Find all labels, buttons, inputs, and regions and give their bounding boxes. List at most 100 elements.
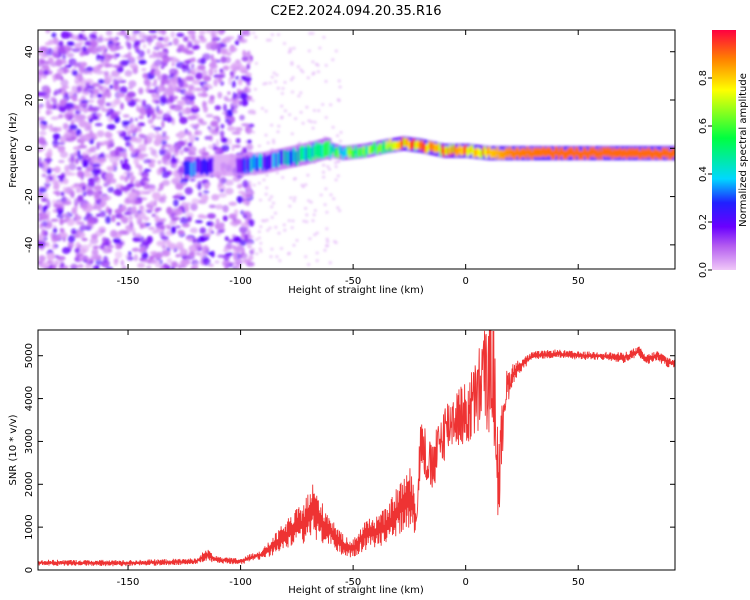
ridge-halo-cell (233, 154, 236, 176)
ridge-cell (526, 146, 529, 155)
noise-cell (105, 131, 111, 137)
noise-cell (202, 233, 212, 238)
noise-cell (105, 172, 114, 180)
noise-cell (107, 186, 115, 193)
noise-cell (76, 185, 80, 192)
noise-cell (52, 37, 59, 45)
ridge-cell (545, 148, 548, 157)
noise-cell (57, 115, 64, 119)
noise-cell (329, 103, 333, 107)
noise-cell (77, 264, 84, 269)
ridge-cell (573, 151, 576, 160)
ridge-cell (415, 140, 419, 149)
ridge-cell (672, 149, 675, 158)
ridge-cell (456, 147, 460, 156)
noise-cell (179, 216, 189, 224)
noise-cell (214, 69, 218, 74)
noise-cell (124, 70, 133, 77)
noise-cell (176, 48, 183, 53)
noise-cell (215, 204, 224, 210)
noise-cell (187, 236, 194, 243)
noise-cell (142, 43, 147, 49)
noise-cell (170, 213, 175, 219)
noise-cell (127, 130, 131, 137)
noise-cell (52, 133, 61, 140)
ridge-cell (354, 145, 357, 155)
ridge-cell (658, 151, 661, 160)
noise-cell (54, 166, 61, 174)
noise-cell (270, 205, 274, 209)
noise-cell (46, 200, 51, 209)
noise-cell (166, 206, 173, 215)
noise-cell (162, 55, 171, 64)
ridge-cell (291, 148, 294, 164)
noise-cell (208, 68, 214, 77)
noise-cell (315, 251, 319, 255)
noise-cell (38, 46, 48, 53)
noise-cell (255, 252, 259, 256)
noise-cell (66, 52, 75, 58)
noise-cell (129, 171, 134, 177)
noise-cell (328, 261, 332, 265)
ridge-cell (329, 143, 332, 159)
ridge-cell (560, 147, 564, 156)
noise-cell (218, 179, 224, 187)
noise-cell (59, 227, 64, 233)
noise-cell (126, 227, 136, 233)
noise-cell (75, 215, 82, 221)
ridge-cell (524, 150, 527, 159)
ridge-cell (395, 141, 398, 150)
noise-cell (259, 241, 263, 245)
noise-cell (76, 75, 83, 80)
noise-cell (98, 85, 104, 90)
noise-cell (120, 216, 129, 223)
noise-cell (112, 64, 121, 68)
ridge-cell (271, 152, 274, 167)
noise-cell (187, 40, 192, 44)
ridge-cell (453, 145, 456, 154)
noise-cell (187, 30, 196, 35)
noise-cell (181, 65, 187, 73)
noise-cell (247, 211, 251, 220)
y-tick-label: 40 (24, 45, 35, 58)
ridge-cell (570, 146, 573, 156)
colorbar-label: Normalized spectral amplitude (738, 73, 749, 227)
noise-cell (220, 188, 224, 193)
ridge-halo-cell (219, 154, 222, 176)
noise-cell (308, 32, 312, 35)
noise-cell (147, 118, 154, 124)
spectrogram-noise-speckle (38, 30, 343, 269)
noise-cell (315, 231, 319, 235)
noise-cell (94, 122, 103, 127)
ridge-cell (564, 151, 567, 160)
noise-cell (123, 136, 132, 141)
noise-cell (97, 63, 104, 68)
noise-cell (322, 175, 326, 179)
noise-cell (270, 247, 274, 251)
ridge-cell (480, 149, 483, 158)
noise-cell (119, 86, 128, 94)
x-tick-label: -150 (117, 577, 140, 588)
noise-cell (82, 191, 87, 197)
ridge-cell (261, 156, 264, 172)
noise-cell (324, 80, 328, 83)
noise-cell (231, 219, 239, 227)
ridge-cell (600, 151, 603, 160)
noise-cell (169, 220, 177, 226)
ridge-cell (382, 141, 385, 150)
ridge-cell (267, 155, 270, 170)
ridge-cell (668, 151, 671, 160)
ridge-cell (467, 146, 471, 155)
noise-cell (48, 57, 54, 64)
noise-cell (291, 219, 295, 223)
noise-cell (336, 174, 340, 178)
noise-cell (220, 123, 225, 129)
noise-cell (271, 201, 276, 205)
ridge-cell (642, 150, 645, 159)
noise-cell (44, 182, 51, 187)
noise-cell (106, 123, 116, 130)
noise-cell (93, 88, 100, 95)
noise-cell (85, 82, 91, 89)
noise-cell (184, 187, 193, 195)
